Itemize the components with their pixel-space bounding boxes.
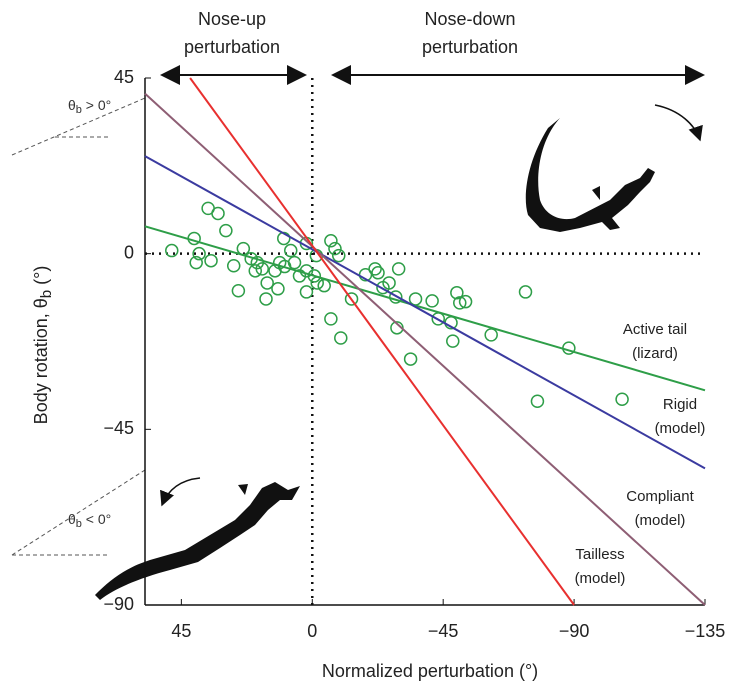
data-point [615,392,629,407]
data-point [331,248,346,263]
data-point [211,206,225,221]
data-point [324,312,338,326]
data-point [453,296,467,310]
data-point [226,259,241,273]
line-label: Active tail [623,321,687,338]
header: Nose-up [198,9,266,29]
x-tick-label: −90 [559,621,590,641]
line-label: Compliant [626,488,694,505]
fit-line [144,225,706,392]
data-point [260,276,274,290]
data-point [317,278,331,293]
data-point [292,269,307,283]
x-tick-label: −135 [685,621,726,641]
y-tick-label: 0 [124,242,134,262]
y-tick-label: −90 [103,594,134,614]
y-tick-label: −45 [103,418,134,438]
header: Nose-down [424,9,515,29]
fit-line [189,77,575,606]
data-point [192,246,206,261]
data-point [458,294,473,309]
data-point [368,262,382,276]
fit-line [144,155,706,470]
x-axis-label: Normalized perturbation (°) [322,661,538,681]
data-point [403,352,418,366]
data-point [272,255,287,270]
x-tick-label: −45 [428,621,459,641]
lizard-icon [95,482,300,600]
fit-line [144,92,706,606]
data-point [324,234,338,248]
data-point [382,276,396,290]
data-point [271,282,285,296]
data-point [450,285,464,300]
header: perturbation [184,37,280,57]
data-point [255,262,269,276]
data-point [328,241,342,256]
x-tick-label: 0 [307,621,317,641]
data-point [446,334,460,348]
annotation: θb < 0° [68,511,111,530]
data-point [344,292,359,306]
data-point [259,292,273,306]
data-point [189,255,203,270]
lizard-icon [525,118,655,232]
data-point [408,292,423,306]
line-label: Rigid [663,396,697,413]
data-point [231,284,246,298]
y-axis-label: Body rotation, θb (°) [31,266,55,425]
data-point [219,223,233,238]
data-point [283,243,298,258]
data-point [165,243,179,258]
data-point [248,264,263,278]
line-label: (model) [575,570,626,587]
data-point [518,285,533,299]
line-label: (model) [635,512,686,529]
line-label: Tailless [575,546,624,563]
data-point [334,331,348,345]
data-point [425,294,439,308]
annotation: θb > 0° [68,97,111,116]
data-point [307,269,322,283]
angle-inset [11,97,146,556]
header: perturbation [422,37,518,57]
arrow-curve [654,104,703,142]
arrow-curve [160,477,201,507]
x-tick-label: 45 [171,621,191,641]
data-point [204,253,218,268]
data-point [299,285,314,299]
data-point [484,328,498,342]
data-point [530,394,545,408]
data-point [287,255,302,270]
y-tick-label: 45 [114,67,134,87]
data-point [371,266,385,280]
line-label: (lizard) [632,345,678,362]
line-label: (model) [655,420,706,437]
data-point [391,262,406,276]
